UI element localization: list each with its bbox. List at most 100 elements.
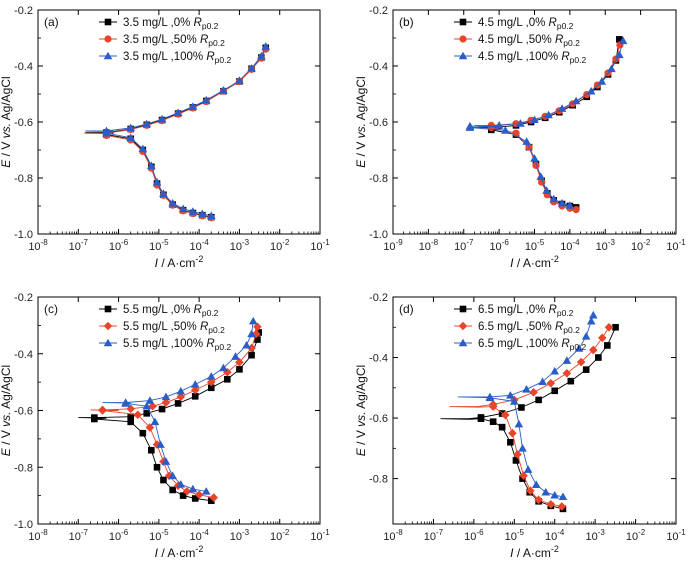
chart-2-series-3-point [557, 198, 567, 207]
chart-3-series-1-point [153, 463, 161, 471]
chart-3-series-3-line [102, 321, 254, 492]
chart-2-series-3-point [607, 64, 616, 73]
chart-4-legend: 6.5 mg/L ,0% Rp0.2 6.5 mg/L ,50% Rp0.2 6.5… [454, 304, 586, 352]
chart-4-series-1-point [507, 438, 514, 446]
chart-3-y-tick-label: -0.2 [14, 292, 33, 304]
chart-1-y-tick-label: -0.6 [14, 117, 33, 129]
chart-3-series-1-point [139, 429, 147, 437]
chart-4-series-3-point [550, 366, 560, 375]
chart-3-series-3-point [156, 440, 165, 448]
chart-4-x-tick-label: 10-6 [464, 528, 484, 543]
chart-1-legend-item-2: 3.5 mg/L ,50% Rp0.2 [99, 34, 225, 48]
chart-4-series-1-point [489, 418, 497, 425]
chart-3-series-3-point [168, 471, 177, 480]
chart-2-x-tick-label: 10-7 [454, 238, 474, 253]
chart-1-x-tick-label: 10-8 [28, 238, 48, 253]
chart-4-plot-frame [392, 296, 677, 525]
chart-3-series-3-point [219, 363, 228, 372]
chart-2-y-tick-label: -1.0 [369, 229, 388, 241]
chart-1-series-3-point [157, 114, 167, 123]
chart-2-series-3 [465, 36, 628, 209]
chart-2-series-3-point [544, 110, 553, 119]
chart-3-legend-item-3-label: 5.5 mg/L ,100% Rp0.2 [123, 338, 231, 352]
chart-4-x-tick-label: 10-1 [666, 528, 686, 543]
chart-4-series-3-point [541, 487, 551, 496]
chart-4-y-tick-label: -0.4 [369, 353, 388, 365]
chart-1-series-3-point [142, 119, 152, 128]
chart-3-series-2-point [235, 357, 244, 367]
chart-4-series-1-line [440, 327, 617, 510]
chart-1-legend-item-3-swatch-marker [103, 51, 113, 60]
chart-1-series-3-point [235, 76, 244, 84]
chart-3-legend-item-3-swatch-marker [103, 338, 113, 347]
chart-3-series-2-point [148, 401, 157, 411]
chart-4-series-2-point [488, 402, 498, 411]
chart-3-series-1-point [254, 336, 261, 343]
chart-2-y-tick-label: -0.6 [369, 117, 388, 129]
chart-4-series-3-point [538, 377, 547, 386]
chart-1-series-2-line [84, 49, 267, 219]
chart-4-series-3-point [514, 419, 524, 428]
chart-4-series-3-point [586, 316, 596, 325]
chart-1-legend: 3.5 mg/L ,0% Rp0.2 3.5 mg/L ,50% Rp0.2 3.5… [99, 17, 231, 65]
chart-3-series-3-point [248, 316, 258, 325]
chart-1-series-3-point [198, 209, 207, 218]
chart-2-y-tick-label: -0.8 [369, 173, 388, 185]
chart-3-series-2-point [98, 406, 107, 415]
chart-4-series-1-point [604, 342, 611, 349]
chart-1-series-3-point [247, 63, 256, 72]
chart-1-panel-label: (a) [44, 15, 59, 29]
chart-4-y-tick-label: -0.6 [369, 413, 388, 425]
chart-3-series-3-point [190, 380, 200, 388]
chart-3-series-3 [102, 316, 258, 495]
chart-2-x-tick-label: 10-9 [383, 238, 403, 253]
chart-3-series-3-point [188, 484, 198, 493]
chart-4-series-3-line [457, 315, 594, 498]
chart-1-series-3-point [188, 207, 198, 215]
chart-4-x-tick-label: 10-2 [626, 528, 646, 543]
chart-1-x-tick-label: 10-6 [109, 238, 129, 253]
chart-4-x-axis-label: I / A·cm-2 [510, 544, 559, 560]
chart-3-y-tick-label: -0.4 [14, 349, 33, 361]
chart-4-series-2-point [526, 486, 535, 496]
chart-3-panel-label: (c) [44, 302, 58, 316]
chart-1-series-3-point [257, 51, 266, 60]
chart-4-series-2-point [508, 428, 517, 438]
chart-2-x-axis-label: I / A·cm-2 [510, 254, 559, 270]
chart-3-series-1-point [224, 375, 231, 383]
chart-4-series-2-point [557, 502, 567, 511]
chart-2: 10-9 10-8 10-7 10-6 10-5 10-4 10-3 10-2 10-1 -1.0… [354, 5, 686, 270]
chart-2-legend-item-1: 4.5 mg/L ,0% Rp0.2 [454, 17, 574, 31]
chart-2-series-3-point [542, 186, 551, 194]
chart-1-legend-item-1: 3.5 mg/L ,0% Rp0.2 [99, 17, 219, 31]
chart-1-series-2 [84, 45, 270, 222]
chart-3-series-2-line [90, 326, 258, 499]
chart-2-legend: 4.5 mg/L ,0% Rp0.2 4.5 mg/L ,50% Rp0.2 4.5… [454, 17, 586, 65]
chart-2-series-2-point [487, 124, 495, 132]
chart-4-legend-item-3-swatch-marker [458, 338, 468, 347]
chart-1-series-3-point [152, 177, 162, 186]
chart-3-series-1-point [174, 400, 182, 407]
chart-3-series-2-point [152, 440, 162, 449]
chart-3-series-2-point [182, 487, 192, 496]
chart-3-series-3-point [176, 479, 186, 488]
chart-4-series-2-point [576, 357, 586, 367]
chart-3-legend-item-1-swatch-marker [104, 305, 112, 313]
chart-4-series-2-point [534, 495, 543, 505]
chart-3-series-2-point [223, 367, 232, 377]
chart-1-series-3-point [159, 189, 168, 197]
chart-2-series-3-point [597, 77, 607, 85]
chart-1-x-axis-label: I / A·cm-2 [155, 254, 204, 270]
chart-3-series-1-point [169, 486, 176, 494]
chart-4-series-3-point [588, 310, 598, 319]
chart-3-series-2-point [133, 410, 143, 420]
chart-4-series-1-point [582, 366, 590, 373]
chart-4-legend-item-2: 6.5 mg/L ,50% Rp0.2 [454, 321, 580, 335]
chart-1-series-3-point [173, 108, 183, 117]
chart-4-series-3-point [531, 480, 541, 488]
chart-4-plot-area [440, 310, 619, 513]
chart-3-series-2-point [161, 398, 171, 407]
chart-3-series-1-point [158, 405, 166, 413]
chart-4-x-tick-label: 10-3 [585, 528, 605, 543]
chart-1: 10-8 10-7 10-6 10-5 10-4 10-3 10-2 10-1 -1.0 -0.8… [0, 5, 330, 270]
